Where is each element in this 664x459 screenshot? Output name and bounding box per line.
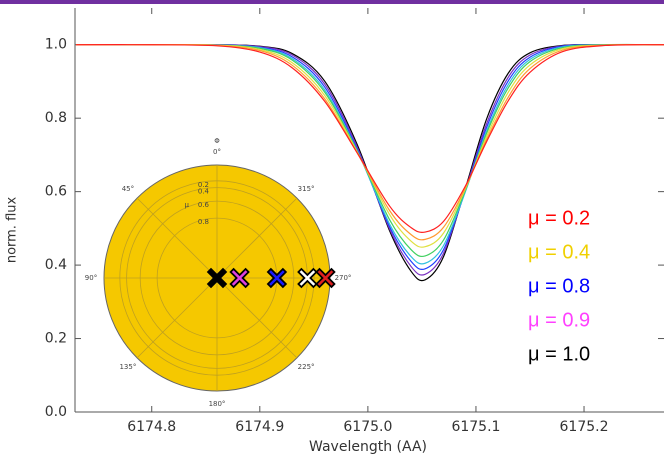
y-tick-label: 1.0: [45, 37, 67, 53]
x-tick-label: 6174.8: [127, 419, 176, 435]
theta-grid-line: [216, 197, 298, 279]
theta-tick-label: 135°: [119, 363, 136, 371]
theta-grid-line: [216, 277, 298, 359]
theta-grid-line: [136, 277, 218, 359]
y-tick-label: 0.0: [45, 404, 67, 420]
marker: [266, 267, 288, 289]
spectrum-line: [76, 43, 664, 276]
spectrum-line: [76, 44, 664, 233]
y-tick-label: 0.4: [45, 257, 67, 273]
y-axis-title: norm. flux: [5, 197, 20, 264]
spectrum-line: [76, 43, 664, 258]
marker-fill: [299, 270, 316, 286]
marker-fill: [269, 270, 285, 286]
r-tick-label: 0.6: [198, 201, 210, 209]
x-tick-label: 6175.2: [560, 419, 609, 435]
r-axis-label: μ: [185, 201, 190, 209]
mu-annotation: μ = 0.2: [528, 207, 590, 229]
x-tick-label: 6174.9: [235, 419, 284, 435]
mu-annotation: μ = 1.0: [528, 343, 590, 365]
y-tick-label: 0.6: [45, 184, 67, 200]
x-tick-label: 6175.0: [343, 419, 392, 435]
theta-grid-line: [136, 197, 218, 279]
x-tick-label: 6175.1: [451, 419, 500, 435]
theta-tick-label: 0°: [213, 148, 221, 156]
x-axis-title: Wavelength (AA): [309, 439, 427, 455]
theta-tick-label: 315°: [298, 185, 315, 193]
marker: [297, 267, 318, 289]
r-tick-label: 0.8: [198, 218, 209, 226]
spectrum-line: [76, 43, 664, 241]
theta-tick-label: 90°: [85, 274, 97, 282]
theta-tick-label: 45°: [122, 185, 134, 193]
y-tick-label: 0.2: [45, 331, 67, 347]
marker-fill: [209, 270, 225, 286]
spectrum-line: [76, 44, 664, 248]
top-bar: [0, 0, 664, 4]
r-tick-label: 0.2: [198, 181, 209, 189]
theta-tick-label: 180°: [209, 400, 226, 408]
theta-tick-label: 225°: [298, 363, 315, 371]
y-tick-label: 0.8: [45, 110, 67, 126]
mu-annotation: μ = 0.4: [528, 241, 590, 263]
mu-annotation: μ = 0.8: [528, 275, 590, 297]
marker: [315, 267, 336, 289]
mu-annotation: μ = 0.9: [528, 309, 590, 331]
marker-fill: [317, 270, 334, 286]
theta-axis-label: Φ: [214, 137, 220, 145]
marker: [229, 267, 250, 289]
theta-tick-label: 270°: [335, 274, 352, 282]
marker-fill: [231, 270, 248, 286]
marker: [206, 267, 228, 289]
spectrum-line: [76, 43, 664, 265]
r-tick-label: 0.4: [198, 188, 210, 196]
